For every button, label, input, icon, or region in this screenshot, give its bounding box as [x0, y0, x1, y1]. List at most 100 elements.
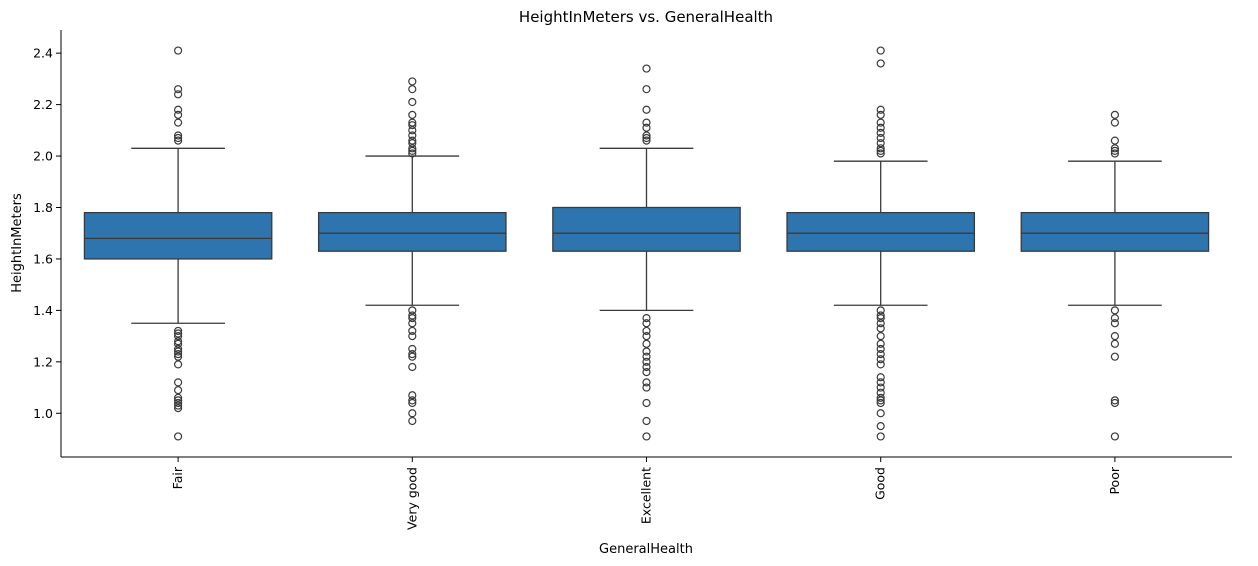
box-group [317, 77, 507, 426]
y-tick-label: 2.2 [33, 97, 53, 112]
outlier-point [1110, 398, 1120, 408]
outlier-point [876, 373, 885, 382]
outlier-point [408, 77, 417, 86]
outlier-point [642, 416, 651, 426]
outlier-point [876, 146, 885, 155]
outlier-point [174, 339, 183, 348]
outlier-point [642, 357, 651, 366]
outlier-point [408, 416, 417, 426]
outlier-point [876, 360, 885, 369]
outlier-point [408, 131, 417, 140]
outlier-point [876, 324, 885, 333]
outlier-point [876, 149, 885, 158]
outlier-point [1110, 144, 1120, 153]
y-tick-label: 1.8 [33, 200, 53, 215]
outlier-point [642, 105, 651, 114]
outlier-point [642, 398, 651, 408]
outlier-point [642, 118, 651, 127]
outlier-point [642, 64, 651, 73]
outlier-point [174, 85, 183, 94]
outlier-point [174, 396, 183, 405]
y-tick-label: 1.0 [33, 406, 53, 421]
outlier-point [876, 393, 885, 402]
outlier-point [408, 398, 417, 408]
outlier-point [876, 59, 885, 68]
outlier-point [876, 105, 885, 114]
iqr-box [1020, 211, 1210, 252]
outlier-point [642, 378, 651, 387]
outlier-point [642, 332, 651, 341]
outlier-point [174, 90, 183, 99]
x-tick-label: Fair [170, 466, 185, 489]
outlier-point [408, 409, 417, 418]
box-group [83, 46, 273, 441]
outlier-point [174, 46, 183, 55]
outlier-point [876, 398, 885, 408]
outlier-point [174, 401, 183, 410]
outlier-point [876, 118, 885, 127]
outlier-point [408, 313, 417, 323]
outlier-point [876, 144, 885, 153]
outlier-point [876, 128, 885, 137]
outlier-point [408, 350, 417, 359]
outlier-point [174, 432, 183, 441]
x-axis-label: GeneralHealth [599, 542, 693, 557]
box-group [552, 64, 741, 441]
outlier-point [174, 347, 183, 356]
outlier-point [876, 311, 885, 320]
outlier-point [174, 360, 183, 369]
outlier-point [876, 432, 885, 441]
outlier-point [408, 306, 417, 315]
outlier-point [174, 326, 183, 336]
outlier-point [408, 149, 417, 158]
outlier-point [408, 97, 417, 107]
outlier-point [408, 352, 417, 361]
y-tick-label: 1.2 [33, 354, 53, 369]
outlier-point [876, 355, 885, 364]
outlier-point [642, 339, 651, 348]
outlier-point [642, 352, 651, 361]
outlier-point [876, 383, 885, 392]
outlier-point [642, 131, 651, 140]
outlier-point [876, 46, 885, 55]
outlier-point [642, 347, 651, 356]
outlier-point [408, 319, 417, 328]
outlier-point [174, 332, 183, 341]
outlier-point [1110, 352, 1120, 361]
outlier-point [876, 344, 885, 354]
outlier-point [174, 118, 183, 127]
outlier-point [174, 352, 183, 361]
outlier-point [408, 110, 417, 119]
y-axis-label: HeightInMeters [10, 193, 25, 293]
box-group [786, 46, 976, 441]
outlier-point [174, 110, 183, 119]
outlier-point [1110, 110, 1120, 119]
outlier-point [174, 329, 183, 338]
outlier-point [408, 144, 417, 153]
outlier-point [642, 383, 651, 392]
iqr-box [786, 211, 976, 252]
y-axis-ticks: 1.0 1.2 1.4 1.6 1.8 2.0 2.2 2.4 [33, 46, 61, 421]
outlier-point [174, 398, 183, 408]
outlier-point [876, 339, 885, 348]
iqr-box [83, 211, 273, 260]
box-group [1020, 110, 1210, 441]
outlier-point [174, 133, 183, 143]
outlier-point [408, 396, 417, 405]
outlier-point [876, 388, 885, 397]
outlier-point [1110, 149, 1120, 158]
outlier-point [1110, 432, 1120, 441]
outlier-point [876, 123, 885, 132]
iqr-box [552, 206, 741, 252]
outlier-point [642, 123, 651, 132]
outlier-point [174, 393, 183, 402]
outlier-point [642, 313, 651, 323]
outlier-point [174, 337, 183, 346]
outlier-point [408, 126, 417, 135]
outlier-point [642, 326, 651, 336]
x-tick-label: Excellent [639, 467, 654, 524]
outlier-point [1110, 118, 1120, 127]
outlier-point [876, 313, 885, 323]
outlier-point [408, 332, 417, 341]
